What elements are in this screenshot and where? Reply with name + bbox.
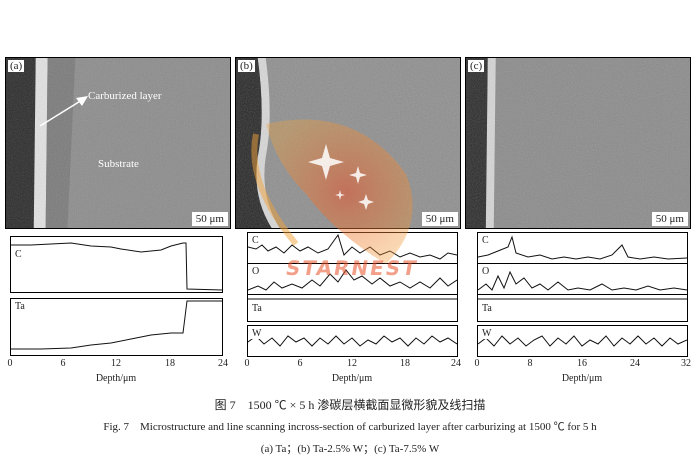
tick-a-0: 0 — [7, 358, 13, 369]
tick-c-1: 8 — [527, 358, 533, 369]
linescan-a-c: C — [10, 236, 223, 293]
trace-c-w — [478, 335, 687, 347]
micrograph-a-image — [6, 58, 230, 228]
element-label-c-ta: Ta — [481, 303, 493, 314]
tick-c-3: 24 — [630, 358, 640, 369]
micrograph-a: (a) Carburized layer Substrate 50 μm — [5, 57, 231, 229]
linescan-c-w-trace — [478, 335, 687, 347]
scale-bar-b: 50 μm — [421, 212, 458, 226]
trace-b-o — [248, 269, 457, 291]
tick-b-2: 12 — [347, 358, 357, 369]
micrograph-b: (b) 50 μm — [235, 57, 461, 229]
panel-label-c: (c) — [468, 60, 485, 72]
linescan-b-ta-trace — [248, 298, 457, 300]
tick-a-1: 6 — [60, 358, 66, 369]
element-label-b-ta: Ta — [251, 303, 263, 314]
tick-a-3: 18 — [165, 358, 175, 369]
micrograph-c-image — [466, 58, 690, 228]
annotation-substrate: Substrate — [98, 158, 139, 170]
linescan-c-c-trace — [478, 235, 687, 260]
linescan-c-ta: Ta — [477, 294, 688, 322]
tick-b-0: 0 — [244, 358, 250, 369]
x-axis-a: 0 6 12 18 24 Depth/μm — [7, 355, 229, 385]
xlabel-b: Depth/μm — [331, 373, 373, 384]
linescan-c-c: C — [477, 232, 688, 264]
linescan-b-w-trace — [248, 335, 457, 347]
scale-bar-c: 50 μm — [651, 212, 688, 226]
element-label-b-c: C — [251, 235, 260, 246]
tick-c-4: 32 — [681, 358, 691, 369]
trace-c-c — [478, 235, 687, 260]
element-label-a-c: C — [14, 249, 23, 260]
linescan-b-w: W — [247, 325, 458, 357]
panel-label-b: (b) — [238, 60, 255, 72]
caption-zh: 图 7 1500 ℃ × 5 h 渗碳层横截面显微形貌及线扫描 — [214, 398, 486, 412]
tick-b-4: 24 — [451, 358, 461, 369]
element-label-b-w: W — [251, 328, 263, 339]
trace-a-ta — [11, 300, 222, 350]
tick-a-4: 24 — [218, 358, 228, 369]
element-label-c-c: C — [481, 235, 490, 246]
linescan-b-ta: Ta — [247, 294, 458, 322]
linescan-c-w: W — [477, 325, 688, 357]
annotation-carburized-layer: Carburized layer — [88, 90, 162, 102]
element-label-c-w: W — [481, 328, 493, 339]
x-axis-b: 0 6 12 18 24 Depth/μm — [244, 355, 462, 385]
linescan-b-o-trace — [248, 269, 457, 291]
xlabel-c: Depth/μm — [561, 373, 603, 384]
scale-bar-a: 50 μm — [191, 212, 228, 226]
panel-label-a: (a) — [8, 60, 25, 72]
watermark-text: STARNEST — [283, 256, 420, 280]
tick-c-2: 16 — [577, 358, 587, 369]
element-label-b-o: O — [251, 266, 261, 277]
linescan-c-o-trace — [478, 270, 687, 291]
trace-c-o — [478, 270, 687, 291]
linescan-a-ta-trace — [11, 300, 222, 350]
linescan-a-ta: Ta — [10, 298, 223, 356]
micrograph-b-image — [236, 58, 460, 228]
linescan-c-o: O — [477, 263, 688, 295]
arrow-icon — [39, 96, 88, 127]
caption-en: Fig. 7 Microstructure and line scanning … — [103, 421, 597, 433]
linescan-c-ta-trace — [478, 298, 687, 300]
trace-b-w — [248, 335, 457, 347]
element-label-a-ta: Ta — [14, 301, 26, 312]
x-axis-c: 0 8 16 24 32 Depth/μm — [474, 355, 692, 385]
linescan-a-c-trace — [11, 242, 222, 291]
element-label-c-o: O — [481, 266, 491, 277]
micrograph-c: (c) 50 μm — [465, 57, 691, 229]
tick-c-0: 0 — [474, 358, 480, 369]
trace-a-c — [11, 242, 222, 291]
tick-b-3: 18 — [400, 358, 410, 369]
tick-a-2: 12 — [111, 358, 121, 369]
caption-sub: (a) Ta；(b) Ta-2.5% W；(c) Ta-7.5% W — [260, 443, 440, 455]
tick-b-1: 6 — [297, 358, 303, 369]
xlabel-a: Depth/μm — [95, 373, 137, 384]
